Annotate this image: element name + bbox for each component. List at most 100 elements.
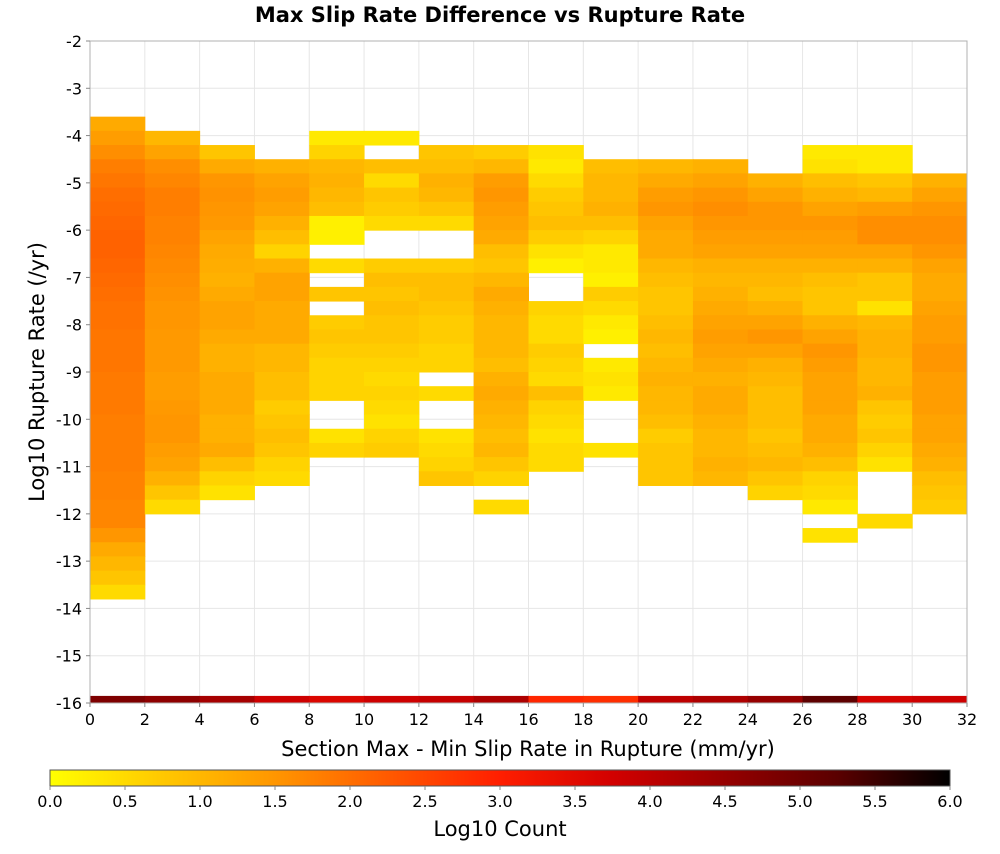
heatmap-cell <box>144 173 201 189</box>
heatmap-cell <box>473 428 529 444</box>
x-tick-label: 28 <box>847 710 867 729</box>
x-tick-label: 26 <box>792 710 812 729</box>
heatmap-cell <box>857 145 913 160</box>
heatmap-cell <box>90 372 146 387</box>
heatmap-cell <box>692 471 749 486</box>
heatmap-cell <box>309 145 365 160</box>
heatmap-cell <box>199 215 255 231</box>
heatmap-cell <box>90 414 146 430</box>
heatmap-cell <box>254 215 310 231</box>
heatmap-cell <box>583 372 639 387</box>
colorbar-ticks: 0.0 0.5 1.0 1.5 2.0 2.5 3.0 3.5 4.0 4.5 5.0 5.5 6.0 <box>37 786 963 811</box>
heatmap-cell <box>802 215 858 231</box>
heatmap-cell <box>90 528 146 543</box>
heatmap-cell <box>692 244 749 260</box>
heatmap-cell <box>418 343 475 359</box>
heatmap-cell <box>473 272 529 288</box>
x-tick-label: 0 <box>85 710 95 729</box>
heatmap-cell <box>254 414 310 430</box>
heatmap-cell <box>144 159 201 174</box>
heatmap-cell <box>254 258 310 274</box>
heatmap-cell <box>309 215 365 231</box>
heatmap-cell <box>638 215 694 231</box>
y-tick-label: -5 <box>66 174 82 193</box>
heatmap-cell <box>473 457 529 472</box>
x-tick-label: 32 <box>957 710 977 729</box>
heatmap-cell <box>254 372 310 387</box>
heatmap-cell <box>583 201 639 217</box>
heatmap-cell <box>857 159 913 174</box>
heatmap-cell <box>473 357 529 373</box>
heatmap-cell <box>528 159 584 174</box>
heatmap-cell <box>583 442 639 458</box>
heatmap-cell <box>473 414 529 430</box>
heatmap-cell <box>199 272 255 288</box>
heatmap-cell <box>309 372 365 387</box>
heatmap-cell <box>802 301 858 316</box>
heatmap-cell <box>199 173 255 189</box>
heatmap-cell <box>528 301 584 316</box>
heatmap-cell <box>473 442 529 458</box>
heatmap-cell <box>638 230 694 245</box>
heatmap-cell <box>254 695 310 703</box>
heatmap-cell <box>857 329 913 345</box>
heatmap-cell <box>254 286 310 302</box>
colorbar-tick-label: 3.0 <box>487 792 512 811</box>
heatmap-cell <box>802 159 858 174</box>
heatmap-cell <box>747 386 804 401</box>
heatmap-cell <box>692 695 749 703</box>
heatmap-cell <box>473 159 529 174</box>
heatmap-cell <box>473 695 529 703</box>
heatmap-cell <box>638 258 694 274</box>
heatmap-cell <box>747 301 804 316</box>
heatmap-cell <box>199 386 255 401</box>
heatmap-cell <box>802 386 858 401</box>
heatmap-cell <box>802 400 858 416</box>
heatmap-cell <box>144 286 201 302</box>
heatmap-cell <box>90 695 146 703</box>
heatmap-cell <box>144 386 201 401</box>
heatmap-cell <box>254 329 310 345</box>
heatmap-cell <box>802 201 858 217</box>
heatmap-cell <box>857 187 913 203</box>
heatmap-cell <box>364 286 420 302</box>
heatmap-cell <box>90 329 146 345</box>
colorbar-tick-label: 5.5 <box>862 792 887 811</box>
heatmap-cell <box>199 442 255 458</box>
heatmap-cell <box>747 258 804 274</box>
heatmap-cell <box>309 286 365 302</box>
heatmap-cell <box>692 187 749 203</box>
y-axis-label: Log10 Rupture Rate (/yr) <box>25 242 49 502</box>
heatmap-cell <box>747 471 804 486</box>
heatmap-cell <box>857 386 913 401</box>
heatmap-cell <box>254 343 310 359</box>
heatmap-cell <box>309 442 365 458</box>
heatmap-cell <box>473 471 529 486</box>
x-tick-label: 6 <box>249 710 259 729</box>
heatmap-cell <box>199 159 255 174</box>
heatmap-cell <box>90 570 146 586</box>
heatmap-cell <box>802 230 858 245</box>
heatmap-cell <box>638 471 694 486</box>
y-tick-label: -2 <box>66 32 82 51</box>
heatmap-cell <box>528 329 584 345</box>
heatmap-cell <box>912 414 968 430</box>
heatmap-cell <box>857 442 913 458</box>
heatmap-cell <box>199 372 255 387</box>
heatmap-cell <box>364 428 420 444</box>
heatmap-cell <box>583 357 639 373</box>
heatmap-cell <box>638 272 694 288</box>
heatmap-cell <box>638 301 694 316</box>
heatmap-cell <box>309 159 365 174</box>
heatmap-cell <box>802 329 858 345</box>
heatmap-cell <box>144 258 201 274</box>
heatmap-cell <box>802 372 858 387</box>
heatmap-cell <box>747 201 804 217</box>
heatmap-cell <box>747 286 804 302</box>
heatmap-cell <box>199 315 255 330</box>
heatmap-cell <box>692 343 749 359</box>
heatmap-cell <box>254 187 310 203</box>
heatmap-cell <box>90 215 146 231</box>
heatmap-cell <box>802 471 858 486</box>
heatmap-cell <box>473 286 529 302</box>
